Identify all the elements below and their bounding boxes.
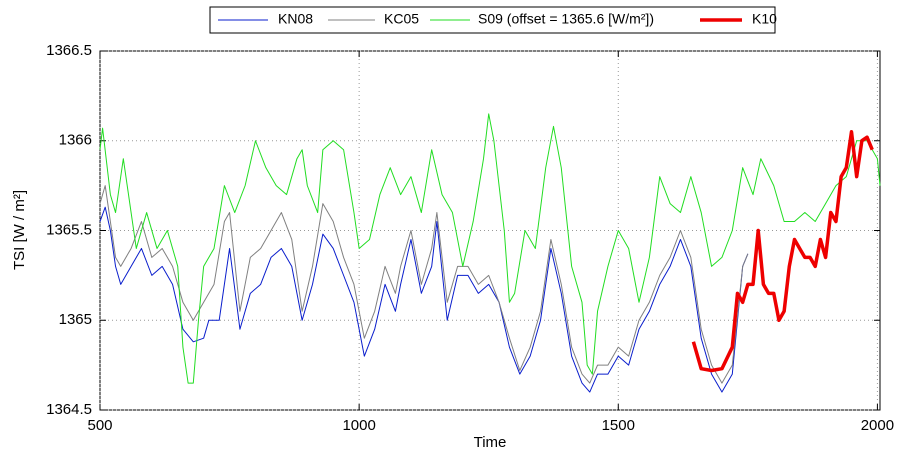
x-axis-label: Time (474, 434, 507, 451)
legend-label: K10 (752, 11, 777, 27)
series-line (691, 130, 874, 373)
y-axis-label: TSI [W / m²] (11, 190, 28, 270)
legend-label: S09 (offset = 1365.6 [W/m²]) (478, 11, 654, 27)
x-tick-label: 500 (87, 417, 112, 434)
y-tick-label: 1366.5 (46, 42, 92, 59)
x-tick-label: 1500 (602, 417, 635, 434)
legend-label: KN08 (278, 11, 313, 27)
legend-box (209, 6, 776, 34)
y-tick-label: 1364.5 (46, 401, 92, 418)
y-tick-label: 1366 (59, 132, 92, 149)
y-tick-label: 1365.5 (46, 221, 92, 238)
series-line (99, 206, 749, 393)
plot-area (99, 50, 881, 411)
x-tick-label: 2000 (861, 417, 894, 434)
series-line (99, 185, 749, 384)
series-line (99, 113, 881, 384)
x-tick-label: 1000 (342, 417, 375, 434)
legend-label: KC05 (384, 11, 419, 27)
y-tick-label: 1365 (59, 311, 92, 328)
